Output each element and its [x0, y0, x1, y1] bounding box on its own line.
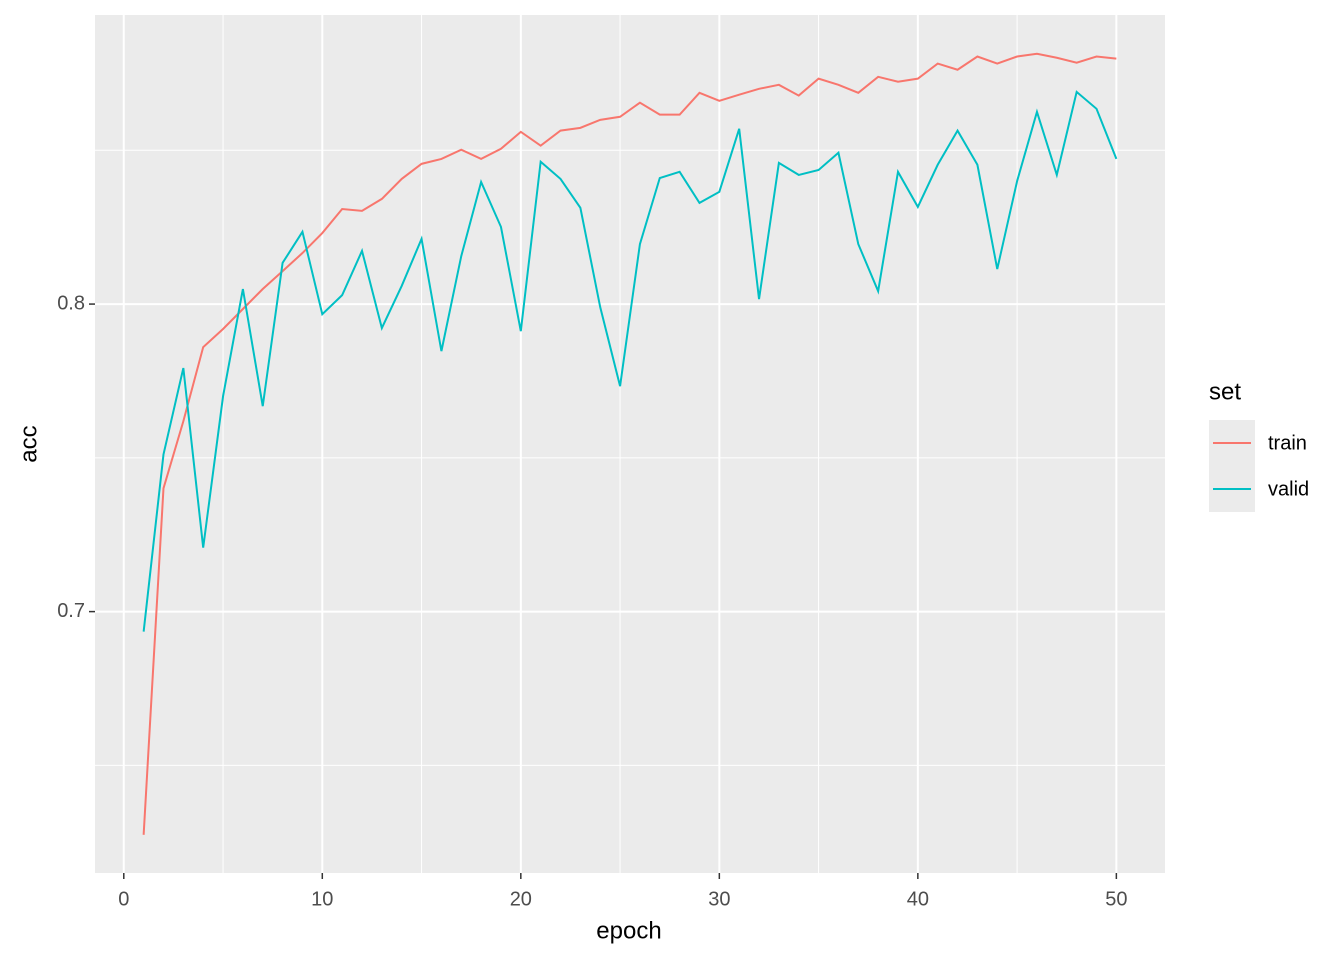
y-tick-label: 0.7	[57, 600, 85, 622]
x-tick-label: 0	[118, 888, 129, 910]
legend-label: train	[1268, 432, 1307, 454]
x-tick-label: 40	[907, 888, 929, 910]
x-tick-label: 30	[708, 888, 730, 910]
y-axis-label: acc	[15, 425, 42, 462]
y-tick-label: 0.8	[57, 292, 85, 314]
series-line	[142, 90, 1118, 632]
legend-label: valid	[1268, 478, 1309, 500]
legend-title: set	[1209, 378, 1241, 405]
x-tick-label: 20	[510, 888, 532, 910]
panel	[95, 15, 1165, 873]
x-tick-label: 10	[311, 888, 333, 910]
x-axis-label: epoch	[596, 917, 661, 944]
x-tick-label: 50	[1105, 888, 1127, 910]
